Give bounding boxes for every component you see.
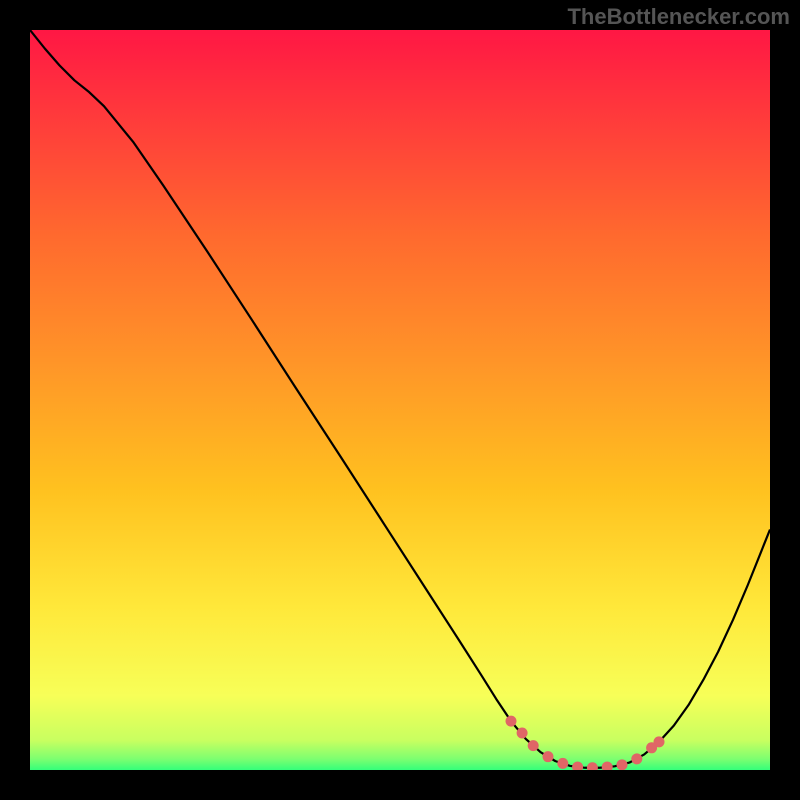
chart-svg: [30, 30, 770, 770]
optimal-range-dot: [506, 716, 517, 727]
gradient-background: [30, 30, 770, 770]
optimal-range-dot: [654, 736, 665, 747]
optimal-range-dot: [617, 759, 628, 770]
optimal-range-dot: [631, 753, 642, 764]
plot-area: [30, 30, 770, 770]
watermark-text: TheBottlenecker.com: [567, 4, 790, 30]
optimal-range-dot: [557, 758, 568, 769]
chart-container: TheBottlenecker.com: [0, 0, 800, 800]
optimal-range-dot: [517, 728, 528, 739]
optimal-range-dot: [543, 751, 554, 762]
optimal-range-dot: [528, 740, 539, 751]
